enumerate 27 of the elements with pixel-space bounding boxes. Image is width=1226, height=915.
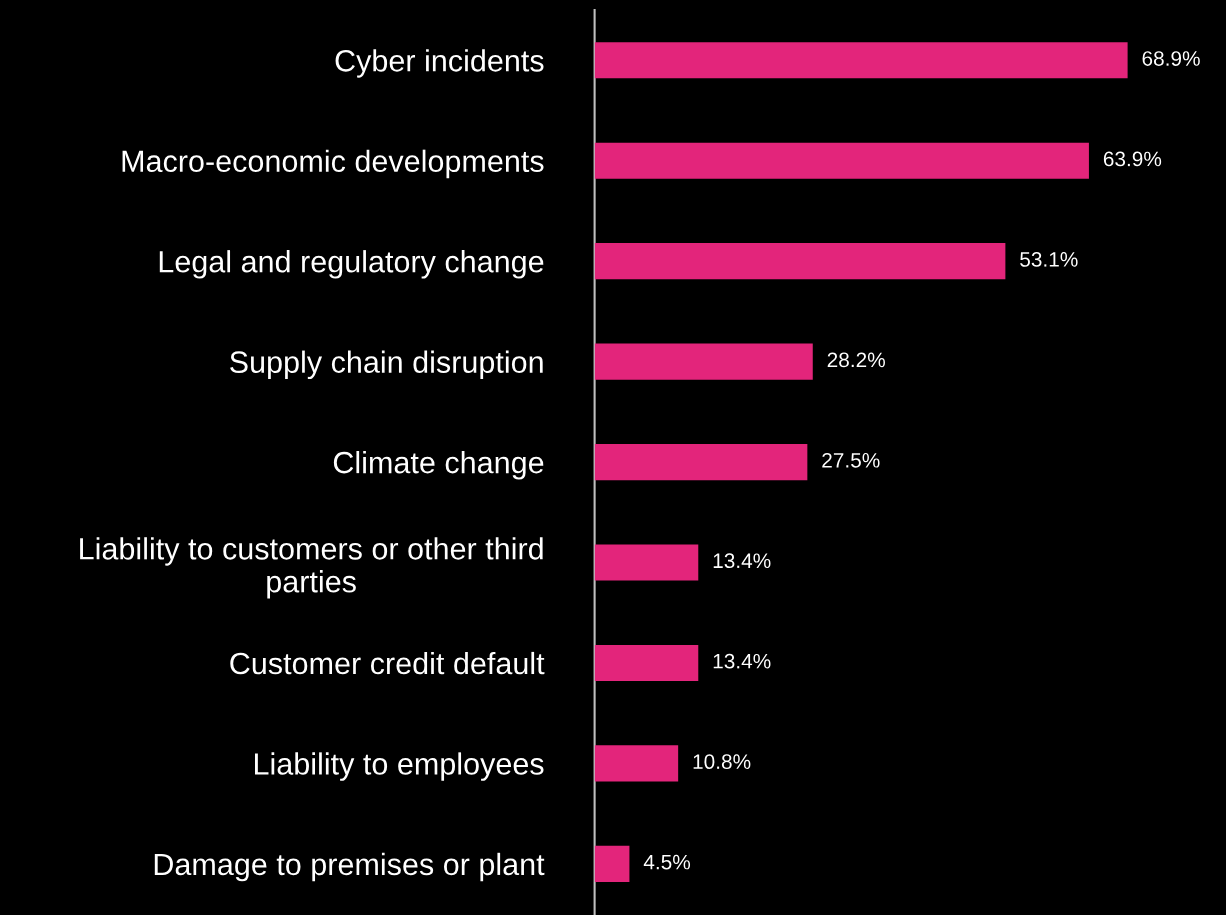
bar [594, 243, 1006, 280]
data-label: 53.1% [1020, 252, 1078, 267]
y-tick-label: Customer credit default [230, 651, 545, 675]
data-label: 10.8% [693, 754, 751, 770]
y-tick-label: Liability to employees [255, 752, 544, 781]
bar [594, 42, 1128, 79]
y-tick-label: Macro-economic developments [122, 149, 544, 179]
bar [594, 745, 679, 782]
data-label: 4.5% [643, 854, 691, 870]
bar [594, 544, 699, 581]
data-label: 27.5% [822, 452, 880, 468]
bar [594, 845, 630, 882]
y-tick-label: Supply chain disruption [230, 350, 543, 380]
y-tick-label: Cyber incidents [335, 49, 544, 78]
y-tick-label: Liability to customers or other third parties [80, 537, 543, 599]
bar [594, 142, 1089, 179]
data-label: 63.9% [1103, 151, 1162, 167]
data-label: 13.4% [713, 553, 771, 569]
data-label: 68.9% [1142, 51, 1200, 66]
bar [594, 644, 699, 682]
data-label: 28.2% [827, 352, 885, 368]
bar [594, 443, 808, 481]
y-tick-label: Legal and regulatory change [159, 250, 544, 279]
data-label: 13.4% [713, 653, 771, 669]
bar [594, 343, 813, 380]
y-tick-label: Climate change [333, 451, 544, 480]
y-tick-label: Damage to premises or plant [154, 852, 545, 882]
